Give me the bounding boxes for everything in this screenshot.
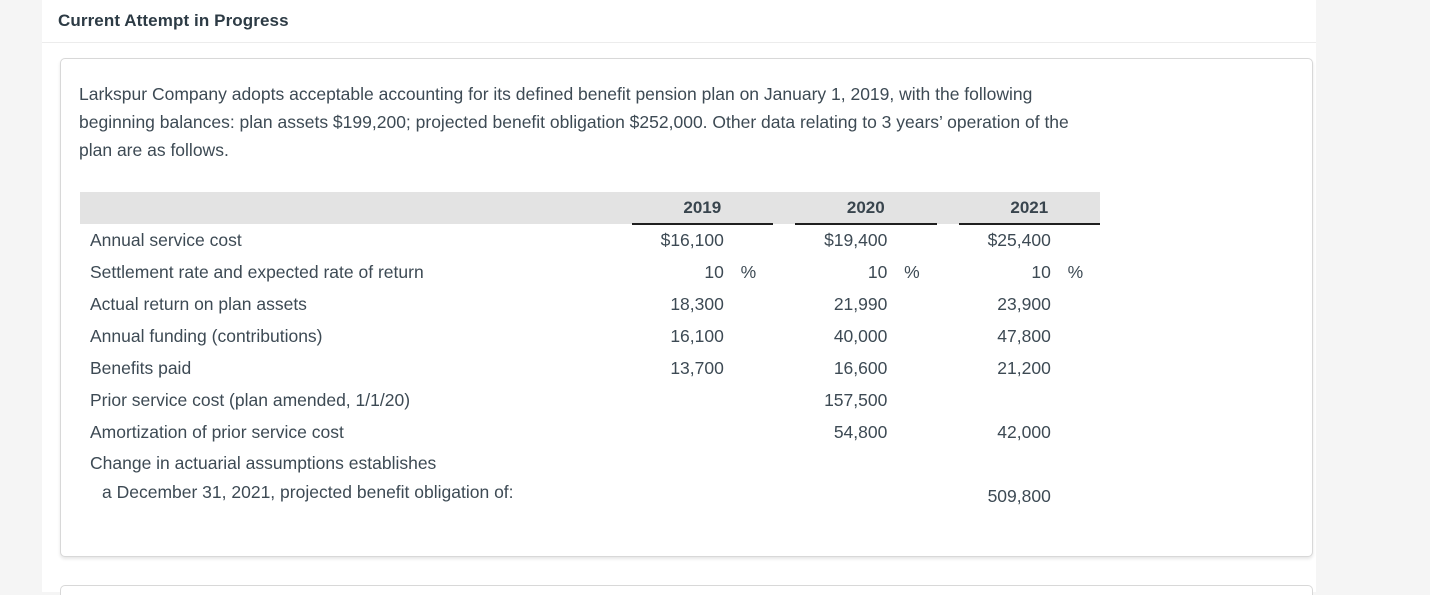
column-spacer <box>773 384 795 416</box>
value-2019 <box>632 416 724 448</box>
next-card-top-edge <box>60 585 1313 595</box>
column-spacer <box>773 352 795 384</box>
column-spacer <box>773 288 795 320</box>
column-spacer <box>937 352 959 384</box>
row-label: Actual return on plan assets <box>90 293 307 314</box>
percent-2019 <box>724 288 773 320</box>
value-2021: $25,400 <box>987 230 1051 250</box>
value-2019 <box>632 448 724 510</box>
table-row: Prior service cost (plan amended, 1/1/20… <box>80 384 1100 416</box>
column-spacer <box>773 448 795 510</box>
attempt-header-band: Current Attempt in Progress <box>42 0 1316 43</box>
value-2020: 40,000 <box>833 325 888 346</box>
value-2021 <box>959 384 1051 416</box>
percent-2021 <box>1051 448 1100 510</box>
row-label-line-2: a December 31, 2021, projected benefit o… <box>102 482 514 502</box>
row-label: Benefits paid <box>90 357 192 378</box>
percent-2020: % <box>904 261 920 282</box>
year-header-2020: 2020 <box>795 192 937 225</box>
percent-2019 <box>724 320 773 352</box>
value-2020: 16,600 <box>833 357 888 378</box>
column-spacer <box>937 320 959 352</box>
row-label: Annual service cost <box>90 229 242 250</box>
problem-statement-line: beginning balances: plan assets $199,200… <box>79 112 1069 132</box>
column-spacer <box>937 448 959 510</box>
value-2020: 10 <box>867 261 888 282</box>
page-title: Current Attempt in Progress <box>58 11 289 30</box>
percent-2020 <box>887 416 936 448</box>
year-header-2021: 2021 <box>958 192 1100 225</box>
column-spacer <box>773 416 795 448</box>
row-label-line-1: Change in actuarial assumptions establis… <box>90 453 437 473</box>
value-2019: 16,100 <box>670 325 724 346</box>
percent-2021 <box>1051 352 1100 384</box>
value-2020: 54,800 <box>833 421 888 442</box>
percent-2019 <box>724 416 773 448</box>
percent-2019 <box>724 352 773 384</box>
value-2020: $19,400 <box>824 230 888 250</box>
column-spacer <box>773 192 796 224</box>
column-spacer <box>773 320 795 352</box>
pension-data-table: 2019 2020 2021 Annual service cost $16,1… <box>80 192 1100 510</box>
value-2021: 10 <box>1031 261 1051 282</box>
percent-2021 <box>1051 288 1100 320</box>
column-spacer <box>937 288 959 320</box>
table-row: Actual return on plan assets 18,300 21,9… <box>80 288 1100 320</box>
column-spacer <box>937 416 959 448</box>
percent-2021: % <box>1067 261 1084 282</box>
year-header-2019: 2019 <box>631 192 774 225</box>
percent-2019: % <box>740 261 757 282</box>
column-spacer <box>937 224 959 256</box>
table-row: Annual service cost $16,100 $19,400 $25,… <box>80 224 1100 256</box>
percent-2020 <box>887 384 936 416</box>
value-2019: 10 <box>704 261 724 282</box>
percent-2019 <box>724 224 773 256</box>
row-label: Settlement rate and expected rate of ret… <box>90 261 424 282</box>
row-label: Change in actuarial assumptions establis… <box>80 448 632 510</box>
value-2021: 509,800 <box>987 486 1051 506</box>
value-2021: 23,900 <box>997 293 1051 314</box>
value-2021: 47,800 <box>997 325 1051 346</box>
percent-2021 <box>1051 384 1100 416</box>
row-label: Amortization of prior service cost <box>90 421 344 442</box>
row-label: Prior service cost (plan amended, 1/1/20… <box>90 389 411 410</box>
value-2020 <box>795 448 887 510</box>
table-row: Amortization of prior service cost 54,80… <box>80 416 1100 448</box>
percent-2019 <box>724 384 773 416</box>
percent-2019 <box>724 448 773 510</box>
percent-2021 <box>1051 224 1100 256</box>
column-spacer <box>773 224 795 256</box>
value-2021: 42,000 <box>997 421 1051 442</box>
column-spacer <box>937 256 959 288</box>
value-2020: 21,990 <box>833 293 888 314</box>
row-label: Annual funding (contributions) <box>90 325 323 346</box>
label-column-header <box>80 192 632 224</box>
percent-2021 <box>1051 416 1100 448</box>
table-header-row: 2019 2020 2021 <box>80 192 1100 225</box>
column-spacer <box>773 256 795 288</box>
percent-2020 <box>887 352 936 384</box>
percent-2020 <box>887 320 936 352</box>
table-row: Benefits paid 13,700 16,600 21,200 <box>80 352 1100 384</box>
main-content-panel: Current Attempt in Progress Larkspur Com… <box>42 0 1316 595</box>
percent-2021 <box>1051 320 1100 352</box>
problem-statement-line: plan are as follows. <box>79 140 229 160</box>
value-2019: 13,700 <box>670 357 724 378</box>
percent-2020 <box>887 224 936 256</box>
value-2021: 21,200 <box>997 357 1051 378</box>
column-spacer <box>937 384 959 416</box>
percent-2020 <box>887 288 936 320</box>
table-row: Settlement rate and expected rate of ret… <box>80 256 1100 288</box>
problem-statement: Larkspur Company adopts acceptable accou… <box>79 80 1294 164</box>
problem-statement-line: Larkspur Company adopts acceptable accou… <box>79 84 1033 104</box>
table-row: Annual funding (contributions) 16,100 40… <box>80 320 1100 352</box>
value-2019: 18,300 <box>670 293 724 314</box>
column-spacer <box>936 192 959 224</box>
table-row: Change in actuarial assumptions establis… <box>80 448 1100 510</box>
value-2019 <box>632 384 724 416</box>
problem-card: Larkspur Company adopts acceptable accou… <box>60 58 1313 557</box>
value-2020: 157,500 <box>824 389 888 410</box>
percent-2020 <box>887 448 936 510</box>
value-2019: $16,100 <box>660 230 724 250</box>
